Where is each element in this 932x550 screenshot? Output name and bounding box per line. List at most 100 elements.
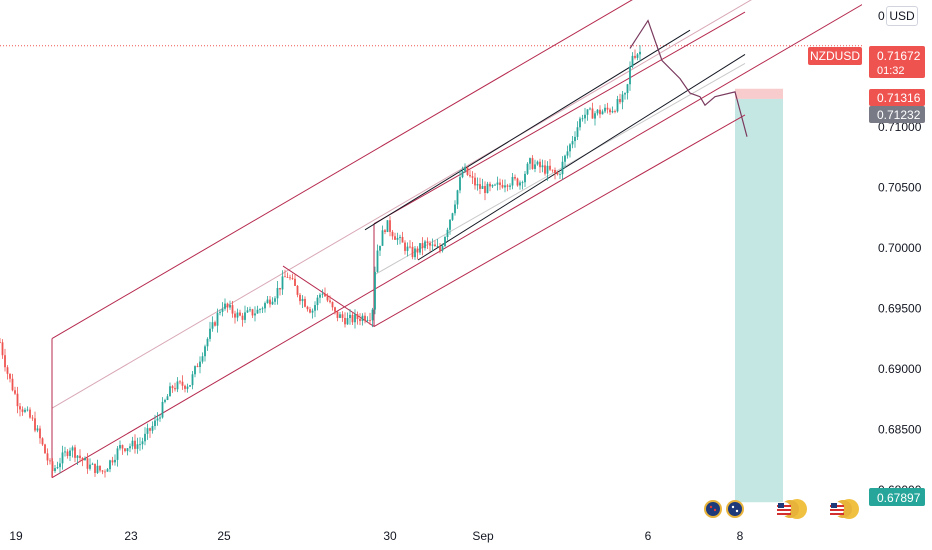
candle bbox=[556, 170, 559, 176]
trend-line-2[interactable] bbox=[417, 53, 746, 261]
us-flag-icon[interactable] bbox=[830, 499, 859, 519]
candle bbox=[376, 244, 379, 273]
candle bbox=[329, 295, 331, 304]
candle bbox=[366, 316, 369, 323]
time-axis[interactable] bbox=[0, 520, 862, 550]
candle bbox=[284, 269, 286, 278]
candle bbox=[389, 216, 391, 237]
candle bbox=[46, 448, 49, 466]
candle bbox=[116, 445, 119, 467]
candle bbox=[356, 311, 359, 325]
candle bbox=[44, 443, 46, 454]
candle bbox=[391, 230, 394, 240]
candle bbox=[89, 458, 91, 471]
channel-drawings[interactable] bbox=[51, 0, 871, 479]
price-tick-label: 0.70000 bbox=[878, 241, 922, 255]
candle bbox=[409, 240, 411, 249]
candle bbox=[434, 240, 436, 247]
candle bbox=[11, 373, 14, 392]
candle bbox=[599, 105, 601, 119]
candle bbox=[201, 352, 204, 364]
time-tick-label: 30 bbox=[383, 529, 397, 543]
candle bbox=[39, 425, 41, 444]
take-profit-zone[interactable] bbox=[735, 98, 783, 503]
candle bbox=[1, 339, 4, 359]
candle bbox=[196, 363, 199, 368]
candle bbox=[359, 313, 361, 326]
trend-line-1[interactable] bbox=[364, 29, 691, 231]
entry-price-tag[interactable]: 0.71232 bbox=[869, 106, 925, 123]
candle bbox=[424, 239, 426, 251]
candle bbox=[224, 298, 226, 311]
candle bbox=[436, 238, 439, 248]
candle bbox=[471, 171, 474, 184]
inner-channel[interactable] bbox=[373, 11, 746, 327]
nz-flag-icon[interactable] bbox=[704, 500, 722, 518]
candle bbox=[134, 434, 136, 454]
candle bbox=[256, 305, 259, 314]
candle bbox=[604, 104, 606, 114]
stop-price-tag[interactable]: 0.71316 bbox=[869, 89, 925, 106]
candle bbox=[369, 312, 371, 325]
outer-channel[interactable] bbox=[51, 0, 871, 479]
candle bbox=[441, 243, 444, 253]
inner-channel-upper-line[interactable] bbox=[373, 11, 746, 225]
inner-channel-median-line[interactable] bbox=[373, 63, 746, 276]
candle bbox=[16, 386, 19, 414]
outer-channel-median-line[interactable] bbox=[51, 0, 870, 409]
position-zones[interactable] bbox=[735, 88, 783, 503]
candle bbox=[29, 407, 31, 419]
candle bbox=[616, 95, 619, 113]
candle bbox=[549, 159, 551, 172]
projection-path[interactable] bbox=[629, 19, 748, 137]
candle bbox=[469, 170, 471, 178]
candle bbox=[94, 463, 96, 477]
candle bbox=[576, 121, 579, 140]
candle bbox=[381, 225, 384, 246]
candle bbox=[136, 437, 139, 454]
candle bbox=[226, 302, 229, 313]
time-axis-ticks: 19 23 25 30 Sep 6 8 bbox=[9, 529, 743, 543]
candle bbox=[594, 111, 596, 126]
candle bbox=[161, 397, 164, 419]
candle bbox=[279, 287, 281, 296]
candle bbox=[474, 172, 476, 190]
outer-channel-upper-line[interactable] bbox=[51, 0, 870, 340]
candle bbox=[349, 309, 351, 325]
candle bbox=[491, 184, 494, 188]
channel-link-line[interactable] bbox=[282, 265, 375, 327]
candle bbox=[459, 170, 461, 194]
candle bbox=[454, 200, 456, 216]
candle bbox=[631, 52, 634, 69]
au-flag-icon[interactable] bbox=[726, 500, 744, 518]
candle bbox=[524, 170, 526, 188]
current-price-tag[interactable]: 0.71672 01:32 bbox=[869, 46, 925, 78]
outer-channel-lower-line[interactable] bbox=[51, 0, 871, 479]
candle bbox=[299, 293, 301, 305]
stop-loss-zone[interactable] bbox=[735, 88, 783, 99]
candle bbox=[639, 45, 641, 62]
candle bbox=[564, 154, 566, 168]
candle bbox=[141, 437, 144, 450]
candle bbox=[341, 311, 344, 322]
candle bbox=[274, 296, 276, 305]
price-axis[interactable] bbox=[862, 0, 932, 520]
candle bbox=[249, 306, 251, 313]
candle bbox=[111, 456, 114, 466]
us-flag-icon[interactable] bbox=[777, 499, 807, 519]
candle bbox=[129, 443, 131, 453]
candle bbox=[426, 237, 429, 249]
inner-channel-lower-line[interactable] bbox=[373, 114, 746, 327]
candle bbox=[171, 384, 174, 393]
candle bbox=[266, 296, 269, 304]
candle bbox=[286, 272, 289, 278]
currency-button[interactable]: USD bbox=[886, 6, 918, 26]
candle bbox=[621, 90, 624, 110]
symbol-tag[interactable]: NZDUSD bbox=[808, 47, 862, 65]
candle bbox=[194, 365, 196, 378]
candle bbox=[386, 220, 389, 233]
economic-events[interactable] bbox=[704, 499, 859, 519]
target-price-tag[interactable]: 0.67897 bbox=[869, 488, 925, 506]
